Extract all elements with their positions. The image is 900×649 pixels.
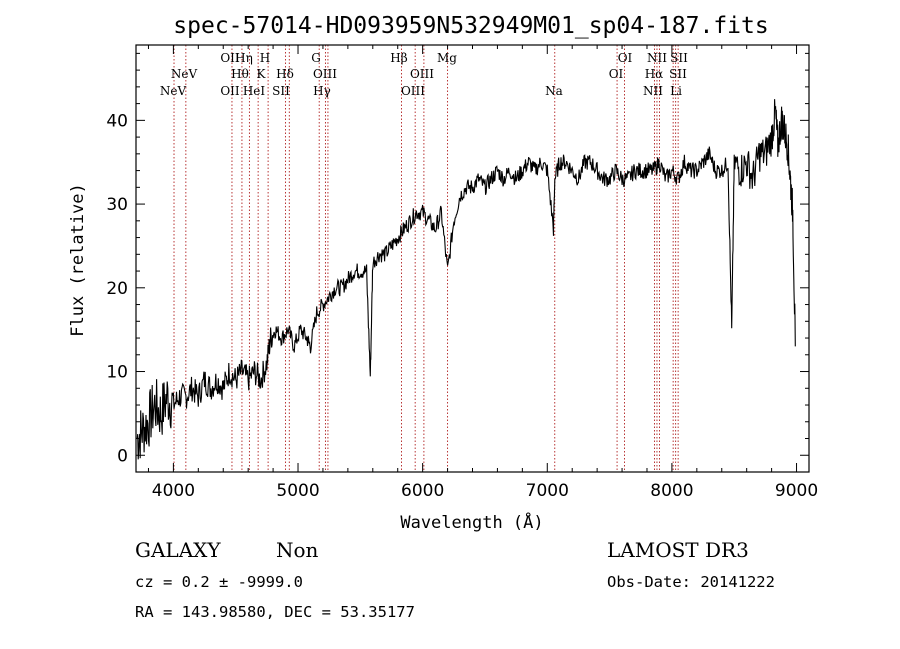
line-label-20: OI [609, 67, 624, 81]
line-label-6: H [260, 51, 270, 65]
x-axis-label: Wavelength (Å) [400, 511, 543, 533]
line-label-23: NII [643, 84, 663, 98]
y-tick-label-2: 20 [106, 279, 128, 299]
line-label-21: NII [647, 51, 667, 65]
line-label-16: OIII [401, 84, 425, 98]
line-label-7: K [257, 67, 267, 81]
line-label-26: Li [670, 84, 682, 98]
line-label-3: OII [220, 84, 240, 98]
line-label-24: SII [670, 51, 688, 65]
line-label-8: HeI [243, 84, 266, 98]
x-tick-label-1: 5000 [276, 481, 319, 501]
x-tick-label-5: 9000 [775, 481, 818, 501]
line-label-15: OIII [410, 67, 434, 81]
line-label-11: G [311, 51, 321, 65]
y-tick-label-1: 10 [106, 363, 128, 383]
y-tick-label-4: 40 [106, 111, 128, 131]
x-axis-ticks: 4000 5000 6000 7000 8000 9000 [147, 45, 818, 501]
x-tick-label-3: 7000 [526, 481, 569, 501]
spectral-line-labels: NeVNeVOIIOIIHηHθHKHeIHδSIIGOIIIHγHβOIIIO… [160, 51, 688, 98]
line-label-14: Hβ [390, 51, 407, 65]
line-label-12: OIII [313, 67, 337, 81]
x-tick-label-2: 6000 [401, 481, 444, 501]
x-tick-label-0: 4000 [152, 481, 195, 501]
line-label-17: Mg [437, 51, 457, 65]
object-class: GALAXY [135, 538, 221, 562]
line-label-5: Hθ [231, 67, 249, 81]
y-axis-ticks: 0 10 20 30 40 [106, 52, 809, 466]
spectrum-line [136, 99, 796, 460]
line-label-2: OII [220, 51, 240, 65]
plot-frame [135, 44, 810, 473]
line-label-18: Na [545, 84, 563, 98]
spectral-line-markers [173, 45, 679, 472]
line-label-10: SII [272, 84, 290, 98]
line-label-22: Hα [645, 67, 664, 81]
chart-title: spec-57014-HD093959N532949M01_sp04-187.f… [173, 13, 768, 39]
obs-date: Obs-Date: 20141222 [607, 573, 775, 591]
redshift-readout: cz = 0.2 ± -9999.0 [135, 573, 303, 591]
x-tick-label-4: 8000 [650, 481, 693, 501]
object-subclass: Non [276, 538, 319, 562]
line-label-0: NeV [160, 84, 187, 98]
line-label-13: Hγ [313, 84, 331, 98]
line-label-19: OI [618, 51, 633, 65]
y-tick-label-0: 0 [117, 446, 128, 466]
survey-name: LAMOST DR3 [607, 538, 749, 562]
y-axis-label: Flux (relative) [68, 183, 88, 337]
coordinates: RA = 143.98580, DEC = 53.35177 [135, 603, 415, 621]
line-label-1: NeV [171, 67, 198, 81]
y-tick-label-3: 30 [106, 195, 128, 215]
line-label-4: Hη [235, 51, 253, 65]
line-label-9: Hδ [276, 67, 294, 81]
line-label-25: SII [669, 67, 687, 81]
